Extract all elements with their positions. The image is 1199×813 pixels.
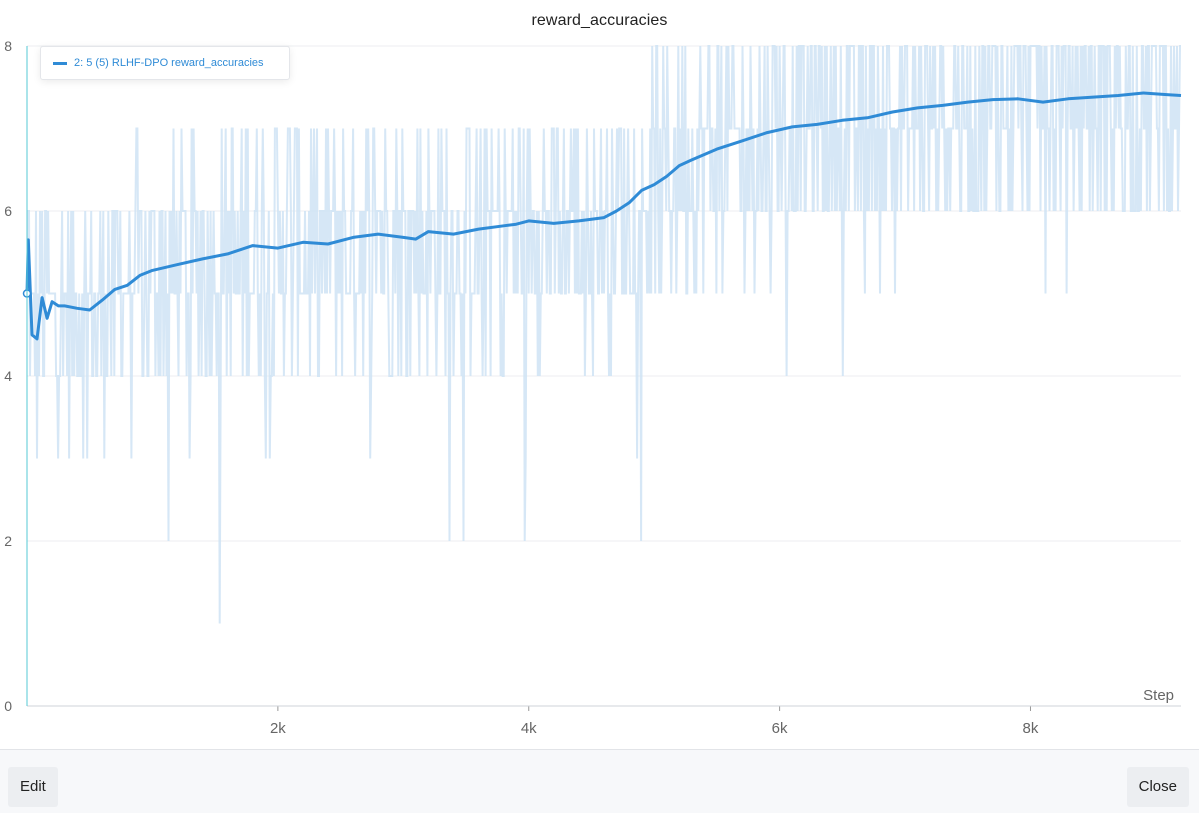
x-tick-label: 6k [772,720,788,737]
y-tick-label: 8 [4,38,12,54]
axes [26,46,1181,711]
y-tick-label: 2 [4,533,12,549]
x-tick-label: 2k [270,720,286,737]
legend[interactable]: 2: 5 (5) RLHF-DPO reward_accuracies [40,46,290,80]
raw-series [26,45,1181,624]
tick-labels: 0 2 4 6 8 2k 4k 6k 8k [4,38,1039,737]
y-tick-label: 6 [4,203,12,219]
legend-label: 2: 5 (5) RLHF-DPO reward_accuracies [74,57,264,69]
y-tick-label: 4 [4,368,12,384]
raw-series-line [26,45,1181,624]
legend-swatch [53,61,67,65]
close-button[interactable]: Close [1126,767,1189,807]
x-tick-label: 4k [521,720,537,737]
smoothed-series-line [25,91,1182,341]
footer-bar: Edit Close [0,749,1199,813]
edit-button[interactable]: Edit [8,767,58,807]
chart-title: reward_accuracies [531,12,668,29]
plot-area[interactable]: 0 2 4 6 8 2k 4k 6k 8k Step [0,0,1199,745]
x-axis-label: Step [1143,687,1174,704]
y-tick-label: 0 [4,698,12,714]
x-tick-label: 8k [1023,720,1039,737]
